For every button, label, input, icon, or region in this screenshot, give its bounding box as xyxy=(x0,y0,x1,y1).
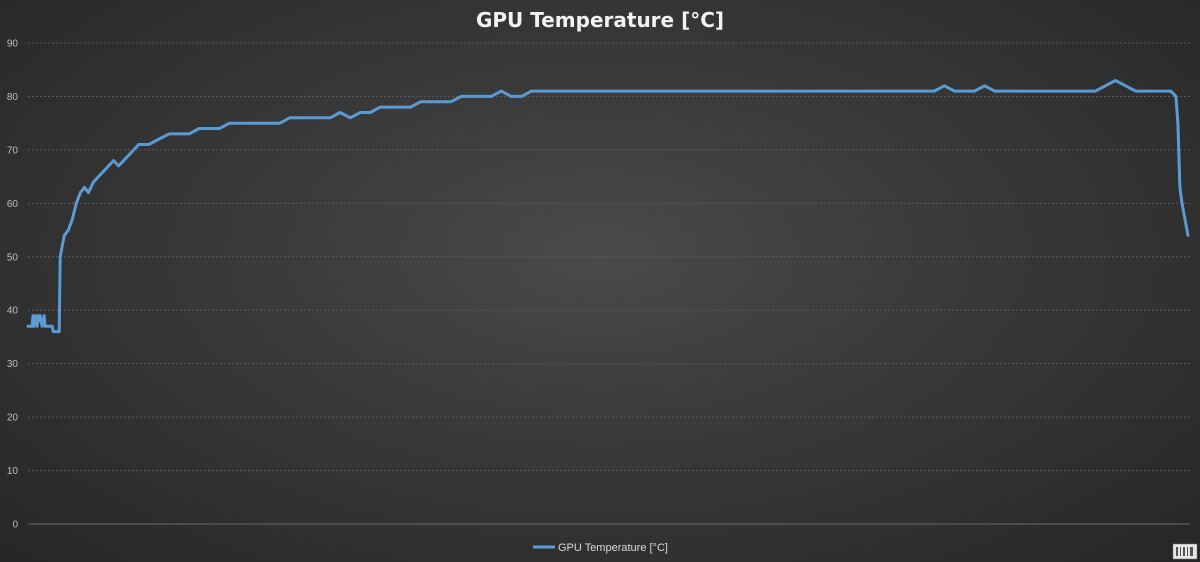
y-tick-label: 90 xyxy=(7,39,19,50)
y-tick-label: 40 xyxy=(7,306,19,317)
y-tick-label: 70 xyxy=(7,145,19,156)
legend: GPU Temperature [°C] xyxy=(533,542,668,554)
series-line-gpu-temperature xyxy=(26,78,1190,334)
y-tick-label: 30 xyxy=(7,359,19,370)
y-tick-label: 0 xyxy=(12,520,18,531)
y-tick-label: 60 xyxy=(7,199,19,210)
y-tick-label: 10 xyxy=(7,466,19,477)
series-layer xyxy=(26,78,1190,334)
grid-layer xyxy=(28,42,1190,525)
y-tick-label: 50 xyxy=(7,252,19,263)
y-tick-label: 80 xyxy=(7,92,19,103)
y-axis-ticks: 0 10 20 30 40 50 60 70 80 90 xyxy=(7,39,19,531)
chart-title: GPU Temperature [°C] xyxy=(476,8,724,32)
legend-label: GPU Temperature [°C] xyxy=(558,542,668,554)
watermark-logo xyxy=(1172,543,1198,560)
y-tick-label: 20 xyxy=(7,413,19,424)
